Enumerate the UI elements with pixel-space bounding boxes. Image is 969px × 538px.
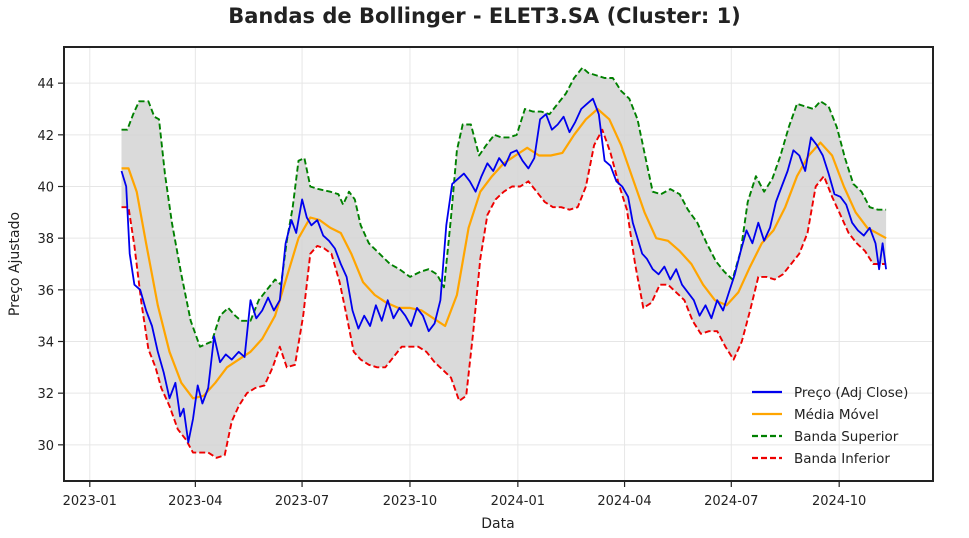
x-axis-label: Data	[481, 516, 514, 532]
y-tick-label: 42	[37, 129, 54, 144]
y-tick-label: 44	[37, 77, 54, 92]
legend: Preço (Adj Close) Média Móvel Banda Superi…	[752, 385, 908, 467]
x-tick-label: 2023-10	[383, 494, 437, 509]
y-tick-label: 32	[37, 387, 54, 402]
y-axis-label: Preço Ajustado	[7, 212, 23, 316]
bollinger-band-fill	[121, 67, 887, 458]
moving-average-line	[121, 107, 887, 400]
x-tick-label: 2023-04	[168, 494, 222, 509]
y-tick-label: 40	[37, 181, 54, 196]
y-tick-label: 30	[37, 439, 54, 454]
series-layer	[120, 66, 887, 459]
band-layer	[121, 67, 887, 458]
x-tick-label: 2023-07	[275, 494, 329, 509]
y-tick-label: 36	[37, 284, 54, 299]
x-tick-label: 2024-10	[812, 494, 866, 509]
legend-label: Banda Superior	[794, 429, 899, 445]
lower-band-line	[121, 128, 887, 459]
legend-label: Banda Inferior	[794, 451, 890, 467]
y-axis: 30 32 34 36 38 40 42 44	[37, 77, 64, 454]
upper-band-line	[121, 66, 887, 348]
legend-label: Preço (Adj Close)	[794, 385, 908, 401]
y-tick-label: 38	[37, 232, 54, 247]
x-tick-label: 2024-07	[704, 494, 758, 509]
x-tick-label: 2023-01	[63, 494, 117, 509]
chart-title: Bandas de Bollinger - ELET3.SA (Cluster:…	[228, 4, 741, 28]
y-tick-label: 34	[37, 336, 54, 351]
plot-frame	[63, 46, 934, 482]
legend-label: Média Móvel	[794, 407, 879, 423]
x-tick-label: 2024-01	[491, 494, 545, 509]
x-axis: 2023-01 2023-04 2023-07 2023-10 2024-01 2024-…	[63, 481, 866, 509]
price-line	[120, 97, 887, 444]
x-tick-label: 2024-04	[597, 494, 651, 509]
